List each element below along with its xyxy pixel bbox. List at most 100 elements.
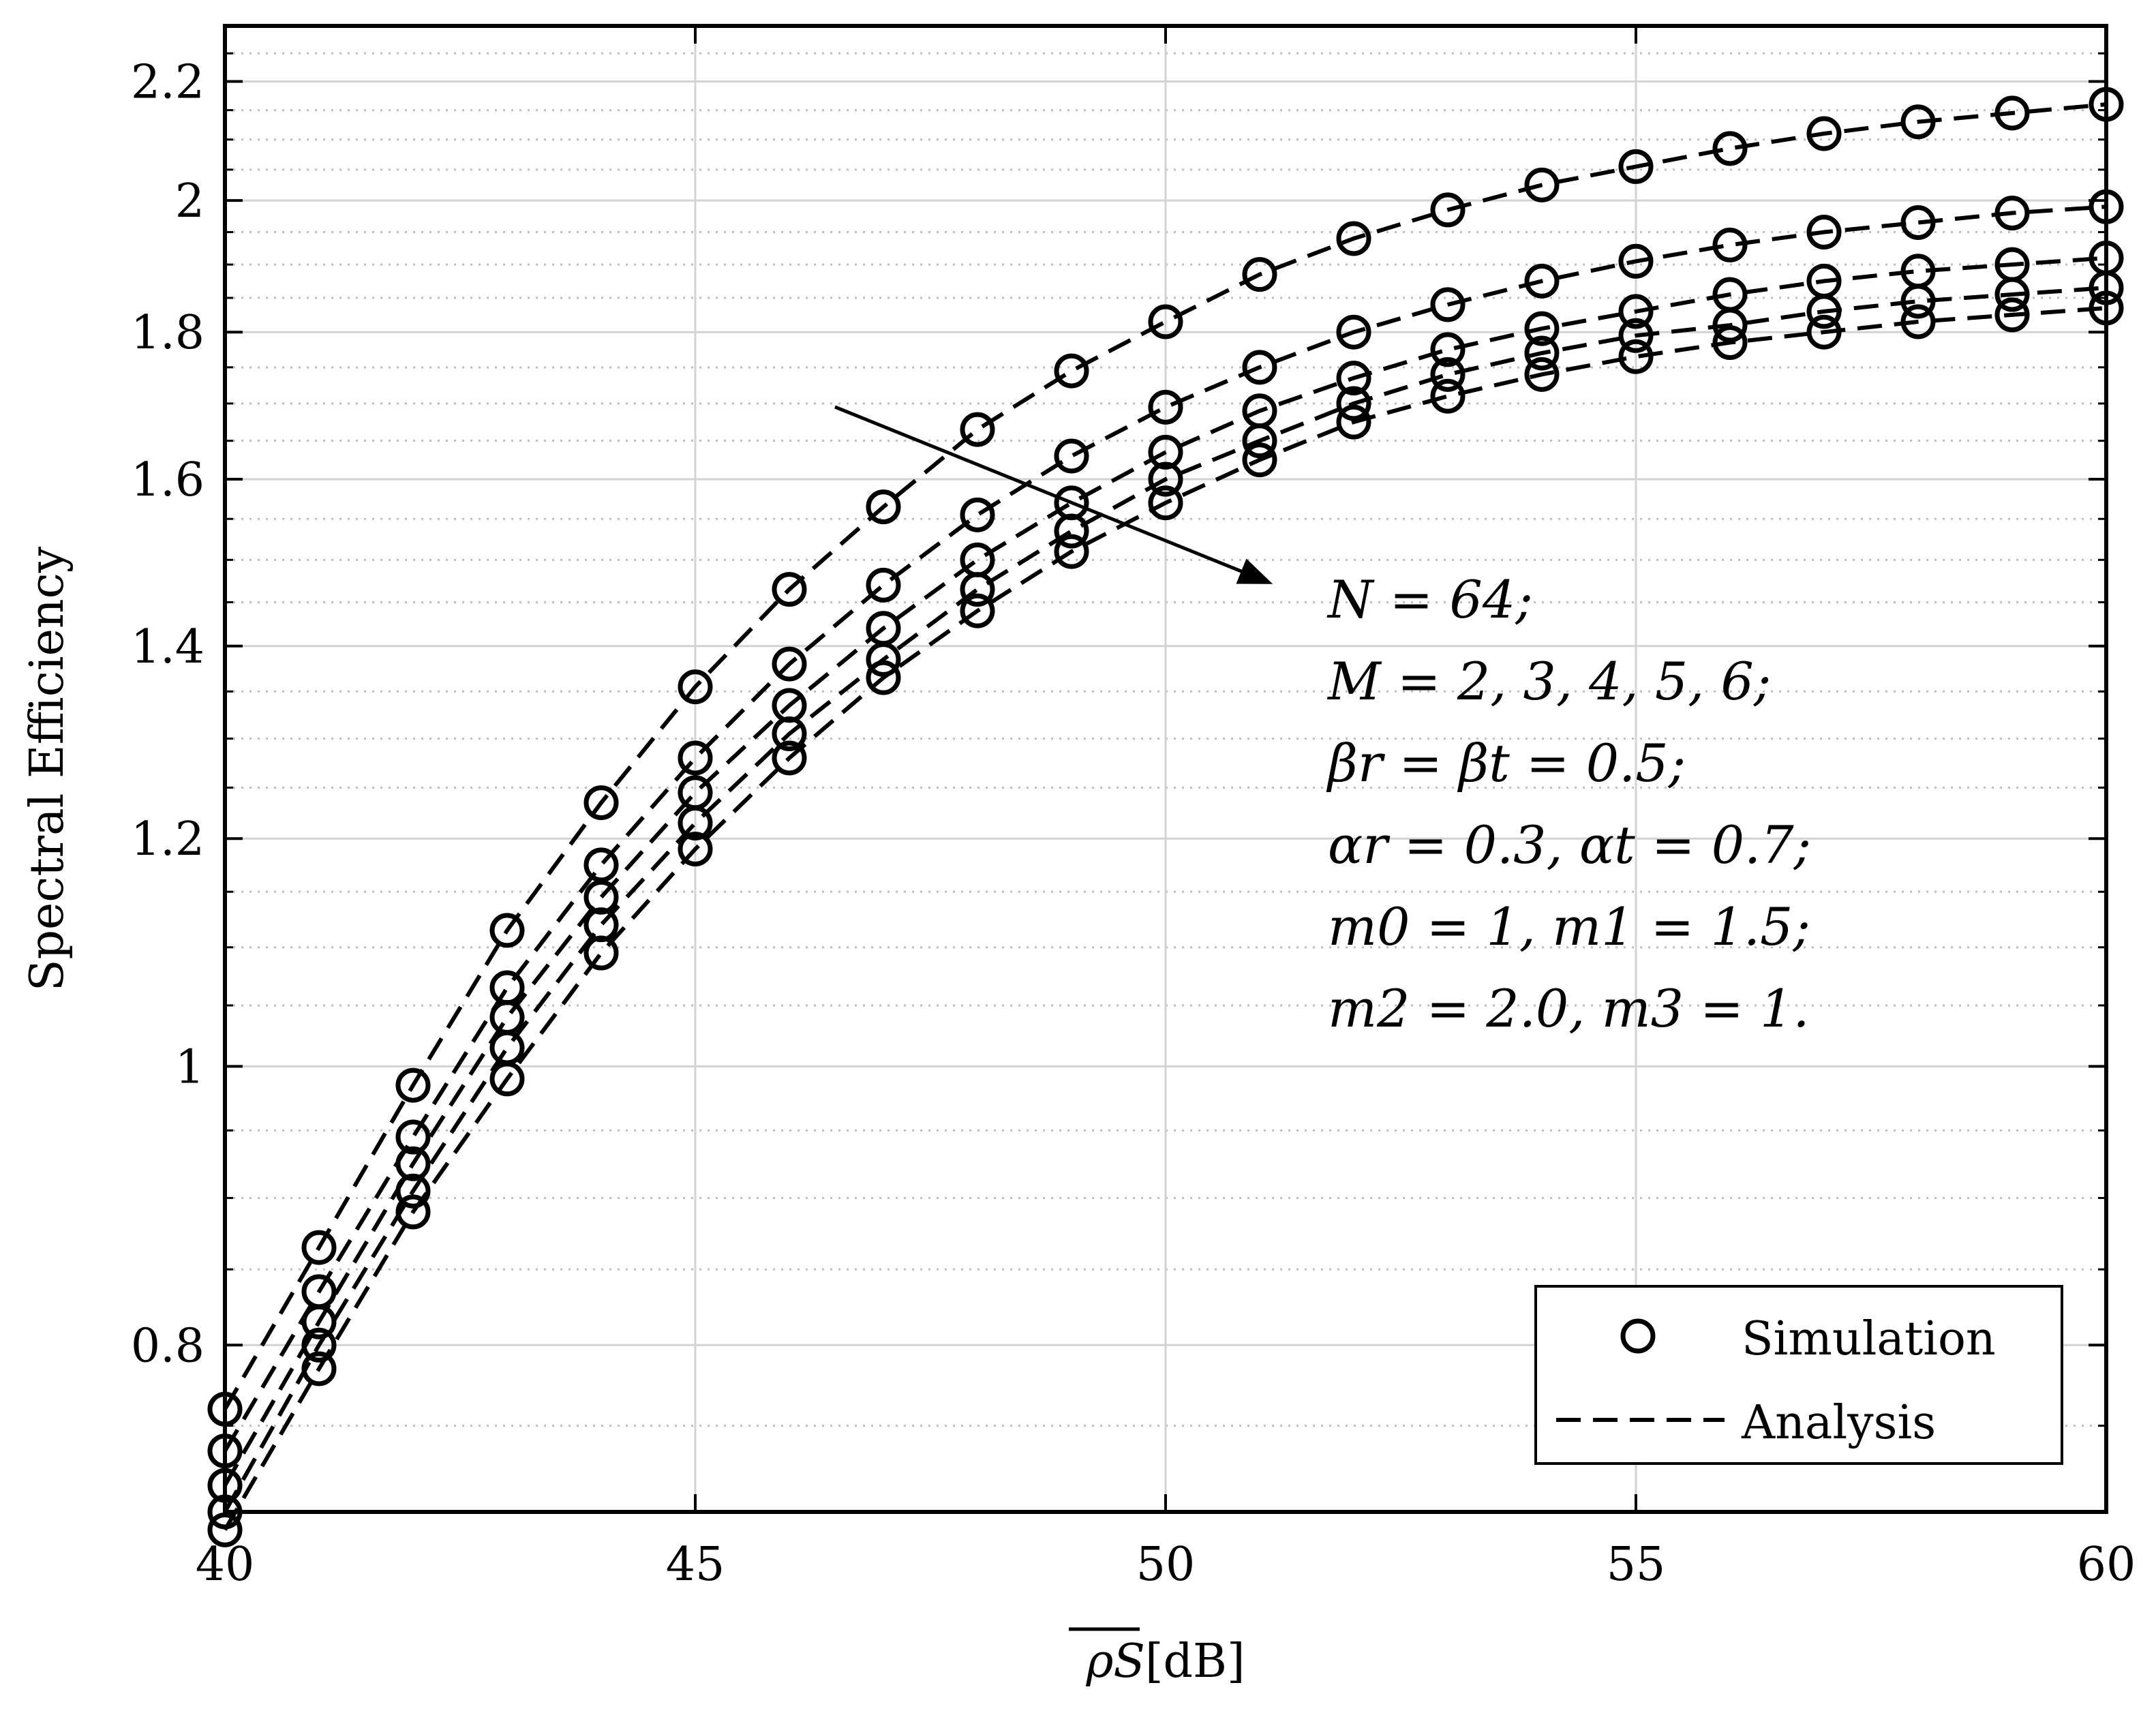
simulation-point bbox=[1336, 404, 1371, 440]
y-tick-label: 0.8 bbox=[131, 1319, 204, 1373]
simulation-point bbox=[1054, 438, 1089, 474]
simulation-point bbox=[1618, 318, 1654, 353]
simulation-point bbox=[1524, 167, 1560, 202]
simulation-point bbox=[489, 1061, 525, 1097]
simulation-point bbox=[1712, 325, 1748, 361]
simulation-point bbox=[1712, 131, 1748, 166]
simulation-point bbox=[1148, 485, 1183, 521]
simulation-point bbox=[1148, 304, 1183, 339]
legend-marker-simulation bbox=[1620, 1318, 1656, 1354]
legend-label-simulation: Simulation bbox=[1742, 1312, 1996, 1366]
y-tick-label: 2.2 bbox=[131, 55, 204, 109]
simulation-point bbox=[1712, 307, 1748, 343]
simulation-point bbox=[1054, 513, 1089, 549]
simulation-point bbox=[1994, 297, 2030, 333]
simulation-point bbox=[772, 572, 807, 607]
simulation-point bbox=[1430, 378, 1466, 414]
simulation-point bbox=[1242, 350, 1277, 385]
annotation-line-5: m0 = 1, m1 = 1.5; bbox=[1328, 896, 1810, 957]
legend-label-analysis: Analysis bbox=[1741, 1396, 1936, 1450]
annotation-line-3: βr = βt = 0.5; bbox=[1326, 733, 1686, 793]
analysis-line bbox=[223, 305, 2107, 1531]
annotation-line-4: αr = 0.3, αt = 0.7; bbox=[1328, 815, 1811, 875]
x-axis-unit: [dB] bbox=[1145, 1635, 1245, 1688]
series-4 bbox=[207, 270, 2124, 1530]
simulation-point bbox=[772, 646, 807, 682]
simulation-point bbox=[866, 489, 901, 525]
simulation-point bbox=[678, 832, 713, 867]
simulation-point bbox=[1430, 192, 1466, 228]
simulation-point bbox=[1336, 386, 1371, 421]
simulation-point bbox=[1806, 294, 1842, 329]
simulation-point bbox=[1336, 361, 1371, 396]
simulation-point bbox=[1994, 95, 2030, 131]
y-tick-label: 1.4 bbox=[131, 620, 204, 674]
axis-ticks: 0.8 1 1.2 1.4 1.6 1.8 2 2.2 40 45 50 55 60 bbox=[131, 25, 2136, 1592]
annotation-arrow bbox=[834, 405, 1273, 584]
simulation-point bbox=[583, 879, 619, 915]
simulation-point bbox=[301, 1327, 337, 1363]
simulation-point bbox=[1806, 116, 1842, 151]
simulation-point bbox=[1430, 357, 1466, 392]
annotation-line-6: m2 = 2.0, m3 = 1. bbox=[1328, 978, 1810, 1039]
analysis-line bbox=[223, 204, 2107, 1453]
annotation-line-2: M = 2, 3, 4, 5, 6; bbox=[1326, 651, 1771, 712]
simulation-point bbox=[1806, 215, 1842, 250]
simulation-point bbox=[1618, 243, 1654, 279]
simulation-point bbox=[1524, 335, 1560, 371]
simulation-point bbox=[1524, 311, 1560, 346]
simulation-point bbox=[866, 641, 901, 677]
simulation-point bbox=[207, 1512, 243, 1547]
simulation-point bbox=[1430, 287, 1466, 322]
y-tick-label: 1.6 bbox=[131, 453, 204, 507]
x-tick-label: 60 bbox=[2077, 1538, 2136, 1592]
series-5 bbox=[207, 290, 2124, 1547]
simulation-point bbox=[1336, 221, 1371, 256]
simulation-point bbox=[772, 740, 807, 776]
annotation-line-1: N = 64; bbox=[1326, 569, 1533, 630]
simulation-point bbox=[960, 593, 995, 628]
simulation-point bbox=[1148, 434, 1183, 470]
analysis-line bbox=[223, 286, 2107, 1513]
legend: Simulation Analysis bbox=[1534, 1285, 2063, 1465]
simulation-point bbox=[301, 1304, 337, 1339]
simulation-point bbox=[960, 572, 995, 607]
x-axis-label: ρS[dB] bbox=[1085, 1635, 1245, 1688]
simulation-point bbox=[1994, 196, 2030, 231]
analysis-line bbox=[223, 102, 2107, 1410]
series-1 bbox=[207, 87, 2124, 1427]
y-tick-label: 1.8 bbox=[131, 306, 204, 360]
y-tick-label: 2 bbox=[175, 175, 204, 228]
simulation-point bbox=[583, 935, 619, 971]
simulation-point bbox=[1900, 104, 1936, 140]
simulation-point bbox=[772, 716, 807, 752]
legend-box bbox=[1534, 1285, 2063, 1465]
simulation-point bbox=[395, 1146, 431, 1181]
y-tick-label: 1 bbox=[175, 1040, 204, 1094]
simulation-point bbox=[301, 1351, 337, 1386]
simulation-point bbox=[1900, 284, 1936, 319]
simulation-point bbox=[1524, 357, 1560, 392]
simulation-point bbox=[489, 913, 525, 948]
simulation-point bbox=[678, 805, 713, 840]
simulation-point bbox=[1712, 227, 1748, 262]
simulation-point bbox=[1806, 314, 1842, 350]
simulation-point bbox=[866, 567, 901, 603]
simulation-point bbox=[1900, 204, 1936, 240]
y-axis-label: Spectral Efficiency bbox=[20, 546, 74, 991]
simulation-point bbox=[678, 669, 713, 705]
simulation-point bbox=[395, 1194, 431, 1230]
simulation-point bbox=[1618, 294, 1654, 329]
simulation-point bbox=[866, 660, 901, 695]
x-tick-label: 55 bbox=[1607, 1538, 1666, 1592]
simulation-point bbox=[395, 1119, 431, 1155]
simulation-point bbox=[1148, 461, 1183, 497]
simulation-point bbox=[1900, 304, 1936, 339]
simulation-point bbox=[1148, 389, 1183, 425]
y-tick-label: 1.2 bbox=[131, 813, 204, 866]
simulation-point bbox=[1524, 263, 1560, 299]
simulation-point bbox=[1994, 277, 2030, 312]
simulation-point bbox=[678, 740, 713, 776]
analysis-line bbox=[223, 256, 2107, 1487]
